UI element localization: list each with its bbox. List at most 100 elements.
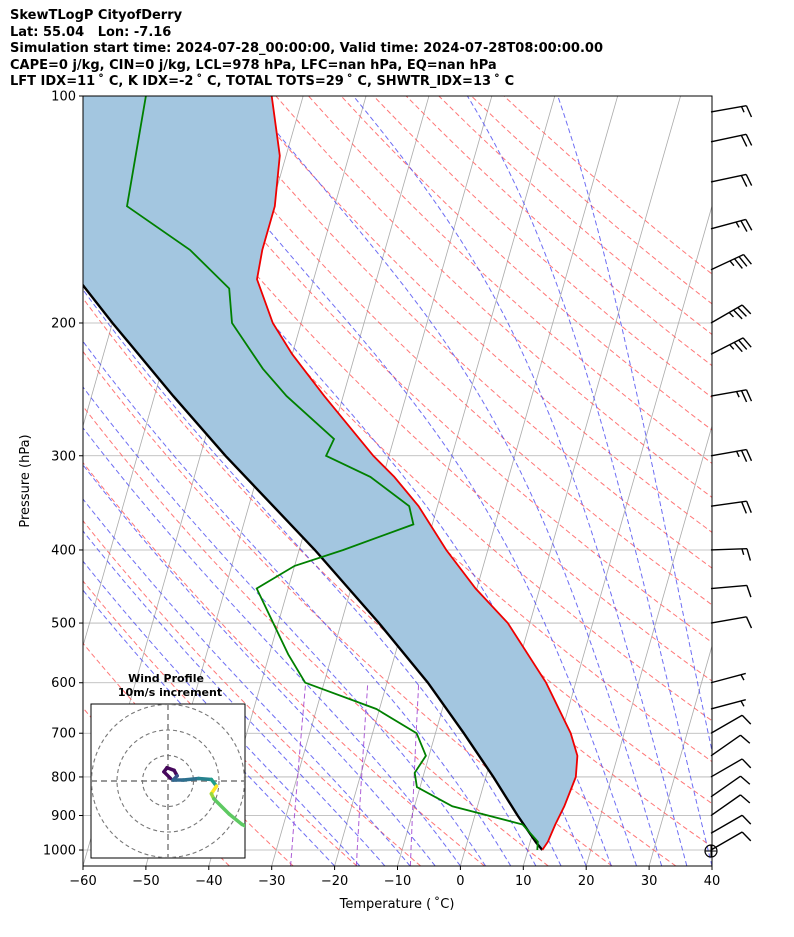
dry-adiabat [177, 96, 712, 606]
hodograph-segment [240, 822, 245, 828]
dry-adiabat [145, 96, 712, 644]
wind-barb [710, 672, 746, 684]
profiles [83, 96, 579, 851]
moist-adiabat [246, 96, 663, 866]
x-tick-label: 20 [578, 874, 595, 889]
time-line: Simulation start time: 2024-07-28_00:00:… [10, 41, 603, 56]
y-tick-label: 500 [51, 617, 76, 632]
cape-line: CAPE=0 j/kg, CIN=0 j/kg, LCL=978 hPa, LF… [10, 57, 497, 73]
x-tick-label: −30 [258, 874, 285, 889]
wind-barb [710, 548, 752, 561]
chart-title: SkewTLogP CityofDerry [10, 8, 183, 23]
y-tick-label: 200 [51, 316, 76, 331]
isotherm-line [648, 644, 712, 866]
dry-adiabat [83, 580, 358, 866]
wind-barb [710, 389, 753, 403]
wind-barb [710, 698, 746, 710]
x-tick-label: 10 [515, 874, 532, 889]
wind-barb [710, 218, 753, 232]
isotherm-line [775, 96, 794, 866]
x-axis-label: Temperature ( ˚C) [339, 896, 455, 912]
dry-adiabat [373, 96, 712, 399]
moist-adiabat [83, 560, 361, 866]
moist-adiabat [83, 589, 335, 866]
moist-adiabat [83, 386, 487, 866]
dry-adiabat [242, 96, 712, 533]
x-tick-label: −50 [132, 874, 159, 889]
wind-barb [710, 814, 752, 834]
wind-barb [710, 831, 752, 851]
dry-adiabat [340, 96, 712, 431]
y-tick-label: 1000 [43, 844, 76, 859]
hodograph-title: Wind Profile [128, 672, 204, 685]
hodograph-segment [181, 776, 201, 782]
x-tick-label: −40 [195, 874, 222, 889]
y-tick-label: 400 [51, 543, 76, 558]
isotherm-line [585, 424, 712, 866]
wind-barb [710, 500, 752, 514]
dry-adiabat [210, 96, 712, 569]
y-tick-label: 700 [51, 727, 76, 742]
chart-header: SkewTLogP CityofDerry Lat: 55.04 Lon: -7… [10, 8, 603, 91]
moist-adiabat [83, 427, 461, 866]
dry-adiabat [83, 520, 422, 866]
hodograph-segment [212, 797, 231, 816]
wind-barb [710, 616, 753, 629]
moist-adiabat [83, 530, 386, 866]
wind-barb [710, 105, 753, 118]
moist-adiabat [83, 340, 512, 866]
y-tick-label: 900 [51, 809, 76, 824]
wind-barb [710, 794, 751, 817]
moist-adiabat [353, 96, 688, 866]
moist-adiabat [83, 464, 436, 866]
y-tick-label: 800 [51, 770, 76, 785]
x-tick-label: −10 [384, 874, 411, 889]
wind-barb [710, 734, 751, 757]
dewpoint-profile [126, 96, 539, 851]
moist-adiabat [93, 96, 612, 866]
dry-adiabat [83, 297, 677, 866]
wind-barbs [704, 105, 753, 858]
wind-barb [710, 775, 751, 798]
mixing-ratio-line [290, 682, 307, 866]
dry-adiabat [83, 642, 294, 866]
mixing-ratio-line [409, 682, 420, 866]
hodograph-subtitle: 10m/s increment [118, 686, 222, 699]
hodograph-segment [196, 776, 214, 782]
wind-barb [710, 304, 752, 324]
x-tick-label: 40 [704, 874, 721, 889]
y-tick-label: 300 [51, 449, 76, 464]
wind-barb [710, 448, 753, 462]
dry-adiabat [83, 461, 485, 866]
isotherm-line [334, 96, 556, 866]
isotherm-line [711, 864, 712, 866]
wind-barb [710, 758, 752, 778]
dry-adiabat [405, 96, 712, 367]
x-tick-label: −20 [321, 874, 348, 889]
moist-adiabat [557, 96, 712, 754]
y-tick-label: 100 [51, 90, 76, 105]
cin-shade [83, 96, 578, 850]
x-tick-label: −60 [69, 874, 96, 889]
x-tick-label: 30 [641, 874, 658, 889]
parcel-profile [83, 283, 544, 851]
y-axis-label: Pressure (hPa) [18, 434, 33, 527]
moist-adiabat [83, 498, 411, 866]
moist-adiabat [83, 288, 537, 866]
wind-barb [710, 337, 752, 355]
x-tick-label: 0 [456, 874, 464, 889]
moist-adiabat [161, 96, 637, 866]
temperature-profile [256, 96, 579, 851]
wind-barb [710, 253, 752, 271]
hodograph-segment [227, 812, 244, 827]
wind-barb [710, 714, 752, 734]
wind-barb [710, 173, 753, 187]
y-tick-label: 600 [51, 676, 76, 691]
wind-barb [710, 584, 752, 598]
indices-line: LFT IDX=11 ˚ C, K IDX=-2 ˚ C, TOTAL TOTS… [10, 74, 515, 89]
dry-adiabat [83, 245, 712, 848]
moist-adiabat [466, 96, 712, 866]
